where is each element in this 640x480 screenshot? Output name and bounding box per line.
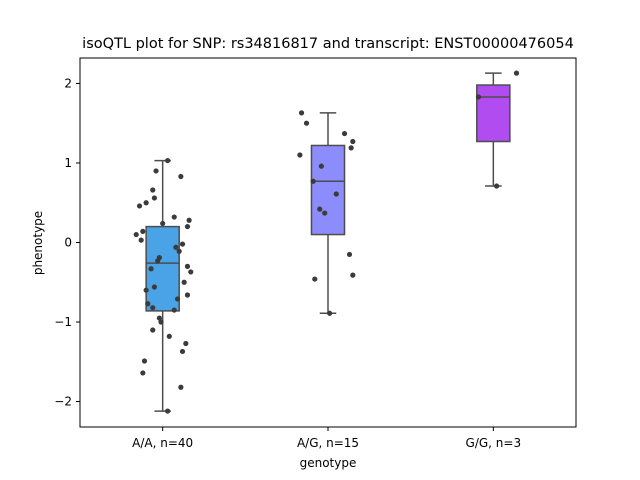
data-point: [173, 244, 179, 250]
y-axis: −2 −1 0 1 2: [54, 76, 80, 409]
data-point: [145, 301, 151, 307]
data-point: [181, 279, 187, 285]
data-point: [303, 120, 310, 126]
box-group-1: [145, 159, 180, 412]
data-point: [148, 266, 154, 272]
data-point: [140, 228, 146, 234]
chart-title: isoQTL plot for SNP: rs34816817 and tran…: [82, 36, 574, 52]
plot-area: [79, 57, 577, 428]
data-point: [138, 237, 144, 243]
y-tick-label: 1: [64, 156, 72, 170]
data-point: [297, 152, 303, 158]
data-point: [176, 248, 182, 254]
box-group-2: [310, 112, 346, 315]
points-group-1: [133, 157, 194, 414]
data-point: [184, 263, 191, 269]
data-point: [178, 173, 184, 180]
x-axis-label: genotype: [300, 456, 357, 470]
data-point: [153, 168, 159, 174]
data-point: [150, 187, 156, 193]
data-point: [346, 251, 353, 258]
y-tick-label: 2: [64, 76, 72, 90]
data-point: [165, 157, 171, 164]
data-point: [341, 130, 348, 137]
data-point: [333, 191, 339, 197]
data-point: [188, 269, 194, 275]
data-point: [184, 292, 191, 298]
data-point: [156, 315, 162, 321]
data-point: [150, 327, 156, 333]
data-point: [350, 272, 356, 278]
data-point: [318, 163, 324, 169]
points-layer: [133, 70, 520, 414]
box-iqr: [476, 84, 511, 143]
points-group-3: [475, 70, 520, 189]
data-point: [140, 370, 146, 376]
data-point: [165, 408, 171, 414]
data-point: [133, 231, 139, 238]
box-group-3: [476, 72, 511, 187]
data-point: [178, 384, 184, 390]
data-point: [513, 70, 520, 76]
data-point: [179, 348, 186, 355]
x-axis: A/A, n=40 A/G, n=15 G/G, n=3: [132, 427, 521, 450]
y-tick-label: 0: [64, 236, 72, 250]
data-point: [322, 210, 328, 216]
x-tick-label: A/G, n=15: [297, 436, 359, 450]
data-point: [155, 258, 161, 264]
data-point: [150, 305, 156, 311]
data-point: [184, 223, 191, 230]
data-point: [327, 310, 333, 316]
data-point: [179, 241, 186, 247]
points-group-2: [297, 110, 356, 316]
data-point: [348, 145, 354, 151]
data-point: [494, 183, 500, 189]
data-point: [171, 214, 177, 220]
data-point: [186, 217, 192, 223]
data-point: [350, 138, 356, 145]
data-point: [141, 358, 148, 364]
data-point: [312, 276, 318, 282]
data-point: [317, 206, 323, 212]
y-tick-label: −1: [54, 315, 72, 329]
boxes-layer: [145, 72, 511, 412]
data-point: [475, 94, 482, 100]
data-point: [166, 333, 172, 339]
x-tick-label: A/A, n=40: [132, 436, 193, 450]
box-iqr: [310, 144, 346, 236]
data-point: [183, 340, 189, 347]
data-point: [151, 195, 157, 201]
data-point: [143, 287, 149, 293]
data-point: [143, 200, 149, 206]
data-point: [151, 284, 157, 290]
x-tick-label: G/G, n=3: [466, 436, 522, 450]
data-point: [158, 319, 164, 325]
y-axis-label: phenotype: [31, 211, 45, 275]
data-point: [174, 296, 181, 302]
y-tick-label: −2: [54, 395, 72, 409]
data-point: [136, 203, 143, 209]
data-point: [171, 307, 177, 313]
data-point: [160, 220, 166, 227]
data-point: [310, 178, 316, 184]
data-point: [298, 110, 305, 116]
